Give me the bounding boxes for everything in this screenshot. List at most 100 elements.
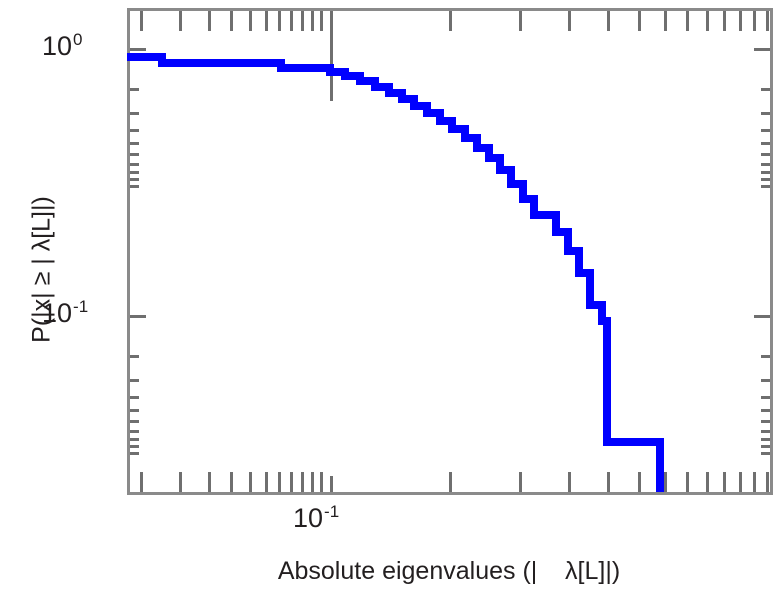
y-minor-tick-left bbox=[130, 355, 139, 358]
y-minor-tick-left bbox=[130, 396, 139, 399]
y-minor-tick-right bbox=[761, 420, 770, 423]
y-minor-tick-left bbox=[130, 129, 139, 132]
y-minor-tick-left bbox=[130, 420, 139, 423]
x-minor-tick-top bbox=[686, 11, 689, 31]
plot-frame-bottom bbox=[127, 492, 770, 495]
x-minor-tick-bottom bbox=[278, 472, 281, 492]
y-minor-tick-left bbox=[130, 452, 139, 455]
x-minor-tick-top bbox=[664, 11, 667, 31]
x-minor-tick-top bbox=[290, 11, 293, 31]
y-minor-tick-right bbox=[761, 88, 770, 91]
x-minor-tick-top bbox=[265, 11, 268, 31]
y-tick-label-1em1-mantissa: 10 bbox=[42, 298, 73, 328]
x-minor-tick-bottom bbox=[249, 472, 252, 492]
x-minor-tick-bottom bbox=[301, 472, 304, 492]
y-major-tick-right bbox=[754, 48, 770, 51]
y-minor-tick-right bbox=[761, 171, 770, 174]
y-minor-tick-left bbox=[130, 438, 139, 441]
y-minor-tick-left bbox=[130, 163, 139, 166]
y-tick-label-1e0: 100 bbox=[42, 30, 83, 62]
y-minor-tick-left bbox=[130, 178, 139, 181]
y-minor-tick-right bbox=[761, 178, 770, 181]
y-major-tick-right bbox=[754, 315, 770, 318]
x-minor-tick-bottom bbox=[519, 472, 522, 492]
y-minor-tick-right bbox=[761, 129, 770, 132]
plot-frame-top bbox=[127, 8, 770, 11]
x-minor-tick-bottom bbox=[140, 472, 143, 492]
x-major-tick-top bbox=[330, 11, 333, 101]
x-minor-tick-bottom bbox=[568, 472, 571, 492]
x-minor-tick-top bbox=[230, 11, 233, 31]
x-minor-tick-bottom bbox=[208, 472, 211, 492]
x-minor-tick-bottom bbox=[638, 472, 641, 492]
plot-frame-right bbox=[770, 8, 773, 495]
x-minor-tick-bottom bbox=[664, 472, 667, 492]
y-tick-label-1em1: 10-1 bbox=[42, 297, 88, 329]
x-minor-tick-bottom bbox=[179, 472, 182, 492]
x-minor-tick-top bbox=[320, 11, 323, 31]
x-tick-label-1em1: 10-1 bbox=[293, 502, 339, 534]
ccdf-step-curve bbox=[127, 53, 664, 492]
x-minor-tick-top bbox=[766, 11, 769, 31]
y-minor-tick-left bbox=[130, 185, 139, 188]
y-minor-tick-left bbox=[130, 88, 139, 91]
y-minor-tick-left bbox=[130, 379, 139, 382]
y-major-tick-left bbox=[130, 48, 146, 51]
x-minor-tick-top bbox=[723, 11, 726, 31]
y-major-tick-left bbox=[130, 315, 146, 318]
x-minor-tick-top bbox=[179, 11, 182, 31]
x-minor-tick-top bbox=[607, 11, 610, 31]
y-minor-tick-left bbox=[130, 409, 139, 412]
x-minor-tick-top bbox=[568, 11, 571, 31]
x-minor-tick-top bbox=[753, 11, 756, 31]
x-minor-tick-top bbox=[140, 11, 143, 31]
y-minor-tick-right bbox=[761, 430, 770, 433]
y-minor-tick-right bbox=[761, 438, 770, 441]
axis-ticks bbox=[130, 11, 770, 492]
y-minor-tick-right bbox=[761, 163, 770, 166]
x-minor-tick-bottom bbox=[753, 472, 756, 492]
x-minor-tick-top bbox=[301, 11, 304, 31]
x-minor-tick-top bbox=[638, 11, 641, 31]
x-minor-tick-bottom bbox=[320, 472, 323, 492]
x-minor-tick-top bbox=[208, 11, 211, 31]
x-minor-tick-bottom bbox=[706, 472, 709, 492]
x-minor-tick-top bbox=[278, 11, 281, 31]
y-minor-tick-right bbox=[761, 379, 770, 382]
x-minor-tick-bottom bbox=[686, 472, 689, 492]
plot-frame-left bbox=[127, 8, 130, 492]
y-minor-tick-right bbox=[761, 445, 770, 448]
y-minor-tick-right bbox=[761, 112, 770, 115]
y-minor-tick-left bbox=[130, 430, 139, 433]
y-minor-tick-right bbox=[761, 409, 770, 412]
y-minor-tick-right bbox=[761, 185, 770, 188]
x-minor-tick-bottom bbox=[311, 472, 314, 492]
x-minor-tick-bottom bbox=[449, 472, 452, 492]
y-minor-tick-right bbox=[761, 355, 770, 358]
y-tick-label-1e0-exponent: 0 bbox=[73, 30, 83, 49]
y-tick-label-1em1-exponent: -1 bbox=[73, 297, 89, 316]
y-minor-tick-right bbox=[761, 142, 770, 145]
x-minor-tick-top bbox=[249, 11, 252, 31]
y-minor-tick-right bbox=[761, 153, 770, 156]
x-minor-tick-top bbox=[311, 11, 314, 31]
x-minor-tick-top bbox=[449, 11, 452, 31]
y-minor-tick-left bbox=[130, 445, 139, 448]
x-minor-tick-bottom bbox=[265, 472, 268, 492]
x-major-tick-bottom bbox=[330, 476, 333, 492]
x-minor-tick-top bbox=[739, 11, 742, 31]
x-minor-tick-bottom bbox=[230, 472, 233, 492]
y-minor-tick-left bbox=[130, 153, 139, 156]
x-tick-label-1em1-mantissa: 10 bbox=[293, 503, 324, 533]
x-axis-title: Absolute eigenvalues (| λ[L]|) bbox=[277, 557, 621, 585]
x-minor-tick-bottom bbox=[739, 472, 742, 492]
y-tick-label-1e0-mantissa: 10 bbox=[42, 31, 73, 61]
y-minor-tick-left bbox=[130, 171, 139, 174]
x-tick-label-1em1-exponent: -1 bbox=[324, 502, 340, 521]
y-minor-tick-right bbox=[761, 452, 770, 455]
x-minor-tick-bottom bbox=[723, 472, 726, 492]
x-minor-tick-bottom bbox=[766, 472, 769, 492]
plot-frame bbox=[127, 8, 773, 495]
x-minor-tick-top bbox=[519, 11, 522, 31]
